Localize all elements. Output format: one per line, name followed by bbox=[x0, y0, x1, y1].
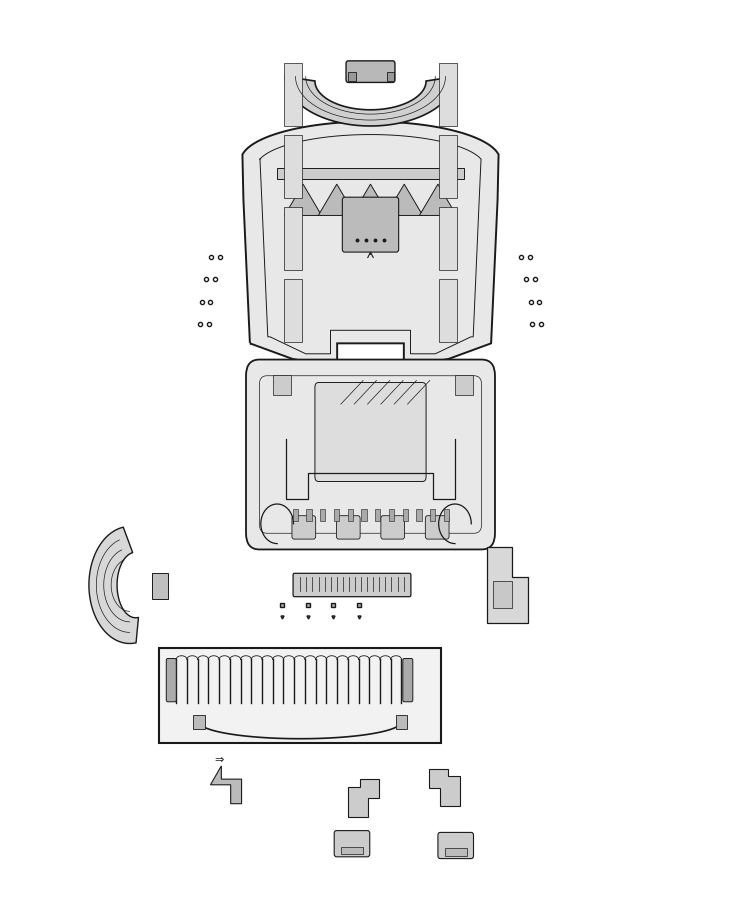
Bar bbox=[439, 207, 457, 270]
Bar bbox=[362, 509, 367, 520]
FancyBboxPatch shape bbox=[346, 61, 395, 83]
Bar bbox=[193, 715, 205, 729]
Bar bbox=[284, 63, 302, 126]
Bar bbox=[389, 509, 394, 520]
Bar bbox=[277, 168, 464, 179]
Polygon shape bbox=[242, 122, 499, 367]
Bar bbox=[293, 509, 298, 520]
FancyBboxPatch shape bbox=[166, 659, 176, 702]
Polygon shape bbox=[419, 184, 456, 215]
FancyBboxPatch shape bbox=[336, 516, 360, 539]
Bar bbox=[439, 63, 457, 126]
Bar bbox=[334, 509, 339, 520]
Polygon shape bbox=[348, 779, 379, 817]
FancyBboxPatch shape bbox=[381, 516, 405, 539]
Bar bbox=[439, 135, 457, 198]
Polygon shape bbox=[210, 766, 242, 804]
Bar bbox=[273, 374, 291, 394]
Bar bbox=[402, 509, 408, 520]
Text: ⇒: ⇒ bbox=[214, 755, 223, 766]
Bar bbox=[494, 581, 512, 608]
Bar bbox=[341, 847, 363, 854]
FancyBboxPatch shape bbox=[334, 831, 370, 857]
Polygon shape bbox=[285, 184, 322, 215]
Polygon shape bbox=[319, 184, 356, 215]
Polygon shape bbox=[285, 76, 456, 126]
Bar bbox=[348, 72, 356, 80]
FancyBboxPatch shape bbox=[315, 382, 426, 482]
FancyBboxPatch shape bbox=[246, 360, 495, 549]
Bar bbox=[307, 509, 312, 520]
Polygon shape bbox=[89, 527, 139, 644]
Bar bbox=[284, 207, 302, 270]
Polygon shape bbox=[385, 184, 422, 215]
Bar bbox=[416, 509, 422, 520]
FancyBboxPatch shape bbox=[438, 832, 473, 859]
Polygon shape bbox=[352, 184, 389, 215]
Bar bbox=[455, 374, 473, 394]
Polygon shape bbox=[488, 547, 528, 623]
Bar bbox=[320, 509, 325, 520]
FancyBboxPatch shape bbox=[403, 659, 413, 702]
FancyBboxPatch shape bbox=[292, 516, 316, 539]
Bar bbox=[430, 509, 435, 520]
Bar bbox=[284, 279, 302, 342]
Polygon shape bbox=[429, 769, 460, 806]
FancyBboxPatch shape bbox=[342, 197, 399, 252]
Bar bbox=[284, 135, 302, 198]
Bar bbox=[348, 509, 353, 520]
FancyBboxPatch shape bbox=[425, 516, 449, 539]
Bar bbox=[396, 715, 408, 729]
Bar bbox=[375, 509, 380, 520]
Bar bbox=[387, 72, 394, 80]
Bar bbox=[159, 648, 441, 742]
Bar bbox=[152, 573, 168, 599]
Bar bbox=[445, 849, 467, 856]
FancyBboxPatch shape bbox=[293, 573, 411, 597]
Bar bbox=[439, 279, 457, 342]
Bar bbox=[444, 509, 449, 520]
